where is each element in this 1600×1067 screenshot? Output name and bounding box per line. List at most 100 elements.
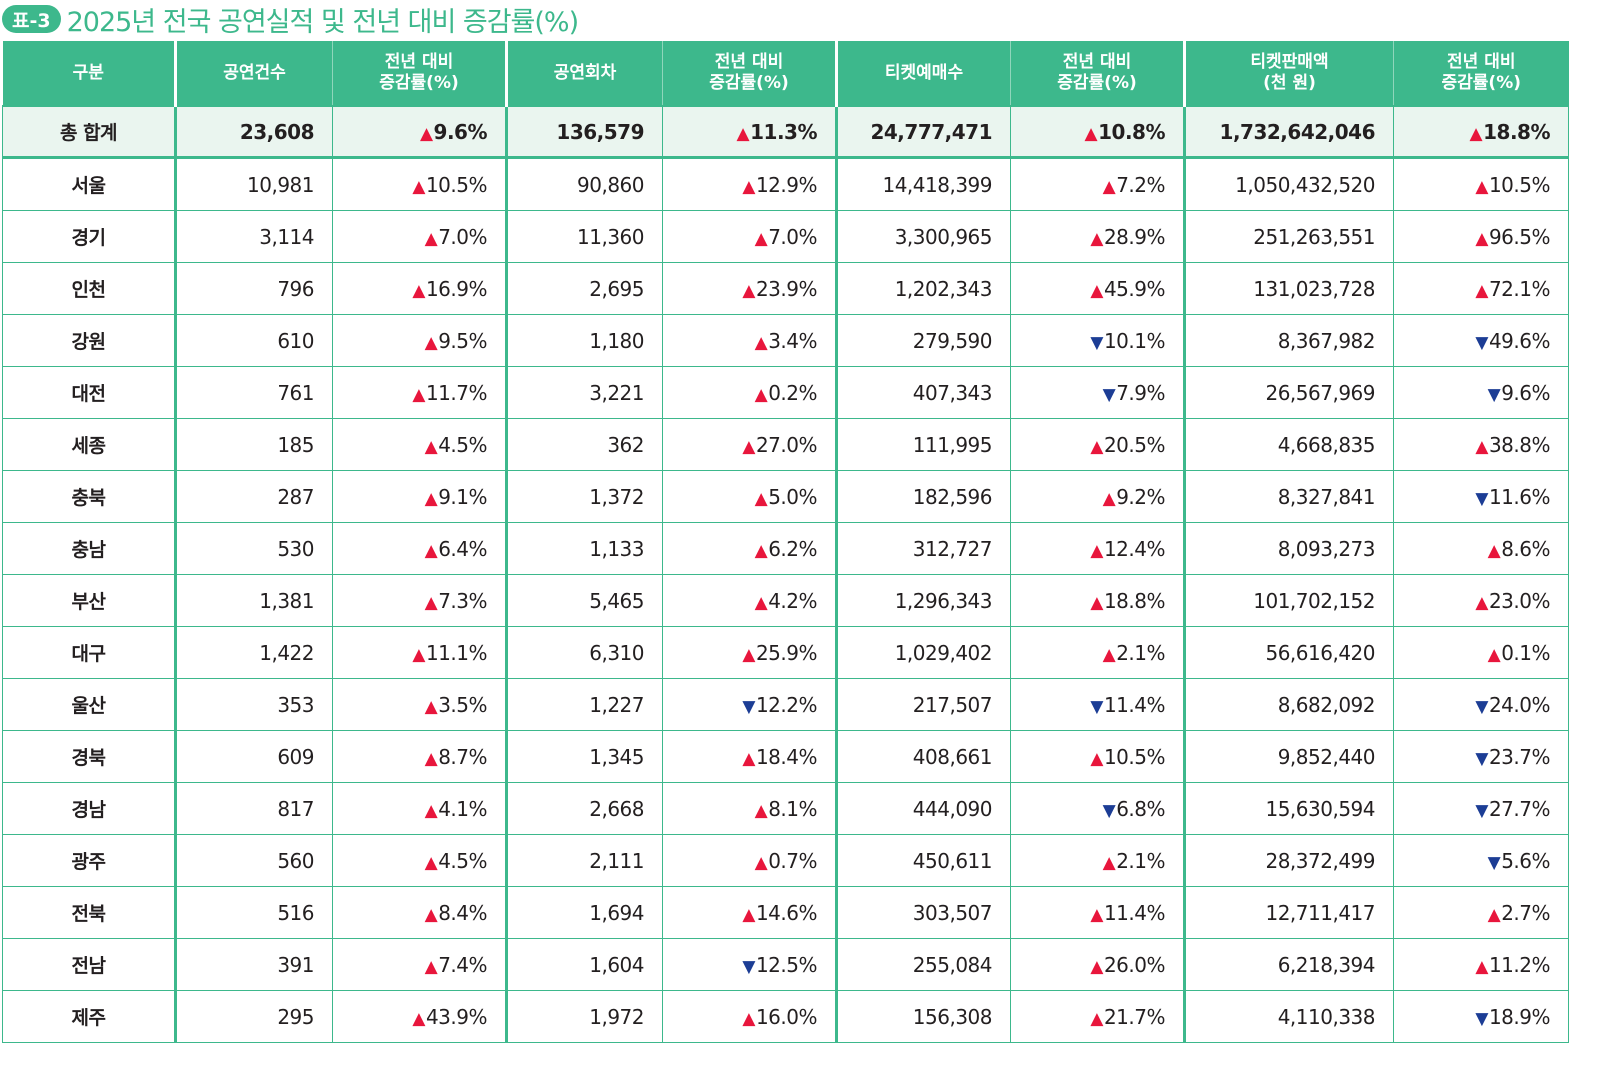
down-triangle-icon: ▼ [1102, 800, 1116, 821]
up-triangle-icon: ▲ [1475, 592, 1488, 613]
change-cell: ▲10.8% [1010, 105, 1185, 159]
region-cell: 울산 [2, 678, 176, 731]
change-cell: ▲3.4% [662, 314, 837, 367]
change-value: 3.4% [768, 328, 817, 353]
value-cell: 8,682,092 [1183, 678, 1394, 731]
table-title: 2025년 전국 공연실적 및 전년 대비 증감률(%) [66, 6, 580, 38]
change-value: 21.7% [1103, 1004, 1166, 1029]
value-cell: 1,381 [174, 574, 333, 627]
value-cell: 761 [174, 366, 333, 419]
change-cell: ▼12.5% [662, 938, 837, 991]
change-cell: ▲0.7% [662, 834, 837, 887]
change-cell: ▲16.9% [332, 262, 507, 315]
change-cell: ▲7.0% [662, 210, 837, 263]
value-cell: 610 [174, 314, 333, 367]
change-cell: ▲9.1% [332, 470, 507, 523]
value-cell: 609 [174, 730, 333, 783]
change-cell: ▲7.0% [332, 210, 507, 263]
up-triangle-icon: ▲ [412, 384, 425, 405]
value-cell: 2,695 [505, 262, 663, 315]
value-cell: 3,221 [505, 366, 663, 419]
up-triangle-icon: ▲ [1090, 904, 1103, 925]
change-cell: ▲26.0% [1010, 938, 1185, 991]
column-header: 공연회차 [505, 41, 663, 106]
up-triangle-icon: ▲ [1487, 644, 1501, 665]
up-triangle-icon: ▲ [412, 1008, 425, 1029]
change-cell: ▼18.9% [1393, 990, 1569, 1043]
change-cell: ▲2.1% [1010, 834, 1185, 887]
region-cell: 서울 [2, 157, 176, 211]
value-cell: 8,093,273 [1183, 522, 1394, 575]
value-cell: 3,300,965 [835, 210, 1011, 263]
change-value: 7.2% [1116, 172, 1165, 197]
change-value: 18.9% [1488, 1004, 1551, 1029]
change-cell: ▲2.1% [1010, 626, 1185, 679]
change-cell: ▲96.5% [1393, 210, 1569, 263]
up-triangle-icon: ▲ [1475, 228, 1488, 249]
region-cell: 광주 [2, 834, 176, 887]
up-triangle-icon: ▲ [742, 176, 755, 197]
change-cell: ▲23.0% [1393, 574, 1569, 627]
up-triangle-icon: ▲ [1487, 540, 1501, 561]
change-value: 9.6% [1501, 380, 1550, 405]
change-value: 4.5% [438, 848, 487, 873]
change-cell: ▲18.8% [1393, 105, 1569, 159]
value-cell: 5,465 [505, 574, 663, 627]
value-cell: 26,567,969 [1183, 366, 1394, 419]
value-cell: 295 [174, 990, 333, 1043]
change-cell: ▲7.4% [332, 938, 507, 991]
up-triangle-icon: ▲ [424, 540, 438, 561]
table-row: 세종 185 ▲4.5% 362 ▲27.0% 111,995 ▲20.5% 4,668,83… [2, 418, 1569, 471]
change-cell: ▲11.7% [332, 366, 507, 419]
change-cell: ▲4.5% [332, 418, 507, 471]
change-cell: ▲23.9% [662, 262, 837, 315]
region-cell: 인천 [2, 262, 176, 315]
value-cell: 407,343 [835, 366, 1011, 419]
change-cell: ▼11.4% [1010, 678, 1185, 731]
value-cell: 1,029,402 [835, 626, 1011, 679]
change-cell: ▲2.7% [1393, 886, 1569, 939]
change-cell: ▲43.9% [332, 990, 507, 1043]
change-cell: ▲72.1% [1393, 262, 1569, 315]
up-triangle-icon: ▲ [424, 956, 438, 977]
region-cell: 전북 [2, 886, 176, 939]
change-value: 8.1% [768, 796, 817, 821]
value-cell: 217,507 [835, 678, 1011, 731]
change-value: 11.6% [1488, 484, 1551, 509]
down-triangle-icon: ▼ [1475, 488, 1488, 509]
change-cell: ▲4.1% [332, 782, 507, 835]
change-cell: ▲11.4% [1010, 886, 1185, 939]
up-triangle-icon: ▲ [1102, 488, 1116, 509]
change-value: 8.4% [438, 900, 487, 925]
change-value: 11.2% [1488, 952, 1551, 977]
change-cell: ▲10.5% [1393, 157, 1569, 211]
change-cell: ▲45.9% [1010, 262, 1185, 315]
region-cell: 경기 [2, 210, 176, 263]
change-value: 9.6% [433, 119, 488, 144]
up-triangle-icon: ▲ [1475, 176, 1488, 197]
value-cell: 251,263,551 [1183, 210, 1394, 263]
change-cell: ▼11.6% [1393, 470, 1569, 523]
change-value: 28.9% [1103, 224, 1166, 249]
change-cell: ▲0.2% [662, 366, 837, 419]
region-cell: 세종 [2, 418, 176, 471]
up-triangle-icon: ▲ [754, 384, 768, 405]
down-triangle-icon: ▼ [1102, 384, 1116, 405]
change-cell: ▲11.1% [332, 626, 507, 679]
change-value: 18.8% [1483, 119, 1550, 144]
value-cell: 353 [174, 678, 333, 731]
value-cell: 28,372,499 [1183, 834, 1394, 887]
up-triangle-icon: ▲ [1102, 644, 1116, 665]
value-cell: 560 [174, 834, 333, 887]
value-cell: 279,590 [835, 314, 1011, 367]
change-value: 9.1% [438, 484, 487, 509]
change-value: 6.8% [1116, 796, 1165, 821]
change-cell: ▲27.0% [662, 418, 837, 471]
up-triangle-icon: ▲ [1469, 123, 1483, 144]
table-row: 대전 761 ▲11.7% 3,221 ▲0.2% 407,343 ▼7.9% 26,567,… [2, 366, 1569, 419]
up-triangle-icon: ▲ [424, 592, 438, 613]
change-value: 43.9% [425, 1004, 488, 1029]
change-value: 14.6% [755, 900, 818, 925]
up-triangle-icon: ▲ [754, 592, 768, 613]
region-cell: 경남 [2, 782, 176, 835]
